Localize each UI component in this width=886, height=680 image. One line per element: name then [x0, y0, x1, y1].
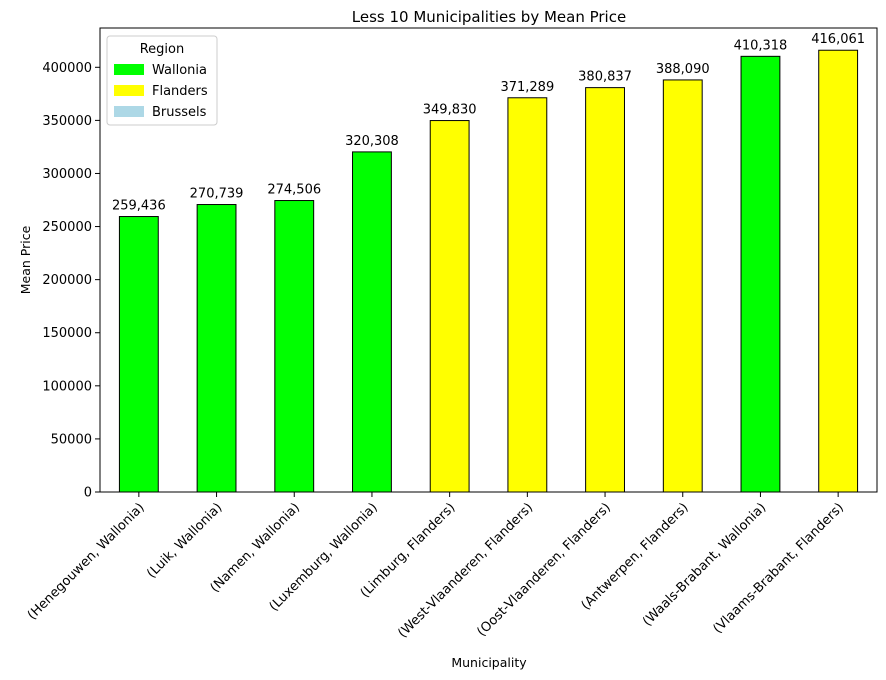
value-label-7: 380,837 [578, 70, 632, 85]
legend-label-flanders: Flanders [152, 84, 208, 99]
plot-frame [99, 27, 878, 493]
value-label-8: 388,090 [656, 62, 710, 77]
chart-title: Less 10 Municipalities by Mean Price [352, 8, 626, 26]
bars-group [118, 49, 859, 493]
bar-4 [352, 151, 392, 493]
legend: Region Wallonia Flanders Brussels [106, 35, 218, 126]
legend-swatch-flanders [114, 85, 144, 96]
x-tick-label-6: (West-Vlaanderen, Flanders) [395, 500, 536, 641]
x-axis: (Henegouwen, Wallonia)(Luik, Wallonia)(N… [25, 492, 847, 641]
value-label-4: 320,308 [345, 134, 399, 149]
legend-entries: Wallonia Flanders Brussels [114, 63, 208, 120]
x-axis-label: Municipality [451, 655, 527, 670]
x-tick-label-10: (Vlaams-Brabant, Flanders) [711, 500, 847, 636]
y-tick-label-0: 0 [84, 486, 92, 501]
legend-label-brussels: Brussels [152, 105, 207, 120]
y-tick-label-2: 100000 [42, 379, 92, 394]
value-label-1: 259,436 [112, 199, 166, 214]
y-tick-label-3: 150000 [42, 326, 92, 341]
y-tick-label-4: 200000 [42, 273, 92, 288]
bar-10 [818, 49, 859, 493]
value-label-10: 416,061 [811, 32, 865, 47]
x-tick-label-9: (Waals-Brabant, Wallonia) [640, 500, 769, 629]
bar-2 [196, 204, 237, 493]
x-tick-label-2: (Luik, Wallonia) [144, 500, 225, 581]
legend-swatch-wallonia [114, 64, 144, 75]
bar-8 [662, 79, 703, 493]
y-axis-label: Mean Price [18, 225, 33, 294]
x-tick-label-1: (Henegouwen, Wallonia) [25, 500, 148, 623]
bar-3 [274, 200, 315, 493]
value-label-5: 349,830 [423, 103, 477, 118]
y-tick-label-7: 350000 [42, 114, 92, 129]
value-label-2: 270,739 [190, 187, 244, 202]
y-axis: 0 50000 100000 150000 200000 250000 300000 3500… [42, 61, 100, 501]
value-labels-group: 259,436 270,739 274,506 320,308 349,830 371,2… [112, 32, 865, 213]
bar-1 [118, 216, 159, 493]
x-tick-label-7: (Oost-Vlaanderen, Flanders) [474, 500, 613, 639]
y-tick-label-6: 300000 [42, 167, 92, 182]
value-label-9: 410,318 [734, 38, 788, 53]
bar-9 [740, 55, 781, 493]
y-tick-label-5: 250000 [42, 220, 92, 235]
bar-5 [429, 120, 470, 493]
bar-7 [585, 87, 625, 493]
y-tick-label-1: 50000 [51, 432, 92, 447]
value-label-6: 371,289 [500, 80, 554, 95]
y-tick-label-8: 400000 [42, 61, 92, 76]
legend-title: Region [140, 42, 185, 57]
legend-label-wallonia: Wallonia [152, 63, 207, 78]
value-label-3: 274,506 [267, 183, 321, 198]
bar-6 [507, 97, 548, 493]
legend-swatch-brussels [114, 106, 144, 117]
legend-box [106, 35, 218, 126]
